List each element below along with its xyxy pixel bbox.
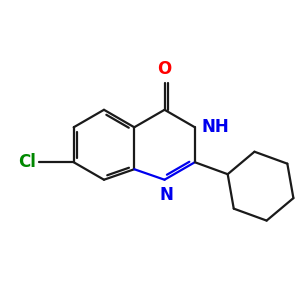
Text: NH: NH <box>202 118 230 136</box>
Text: O: O <box>158 60 172 78</box>
Text: Cl: Cl <box>18 153 36 171</box>
Text: N: N <box>159 186 173 204</box>
